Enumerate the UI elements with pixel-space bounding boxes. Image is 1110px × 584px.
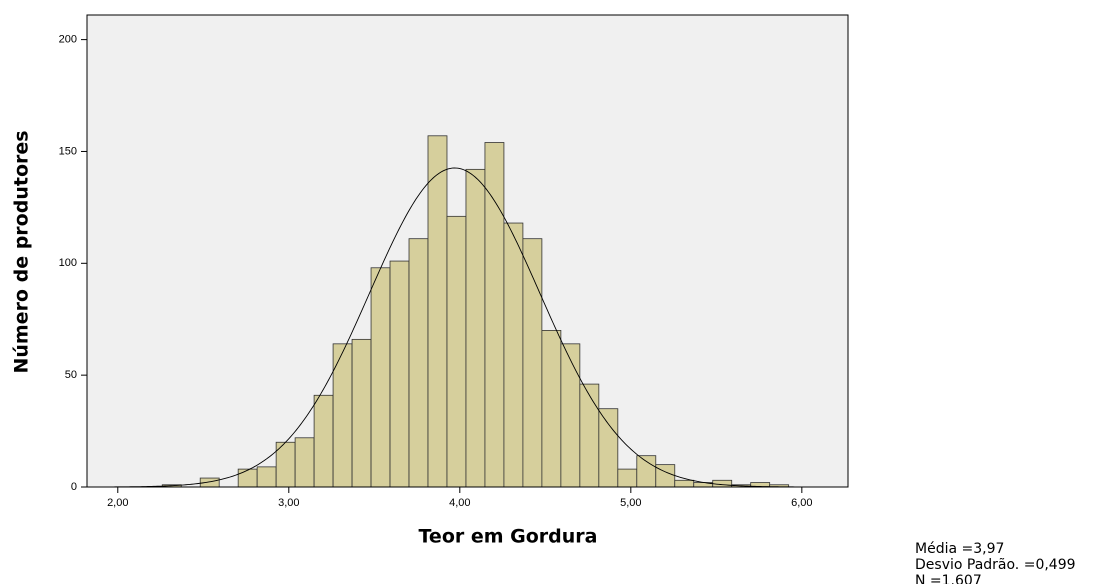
bar [370, 267, 391, 488]
plot-border [86, 14, 849, 488]
bar [617, 468, 638, 488]
stat-label: Média =3,97 [915, 541, 1004, 557]
bar [256, 466, 277, 488]
bar [446, 215, 467, 488]
bar [389, 260, 410, 488]
bar [579, 383, 600, 488]
x-tick-label: 2,00 [107, 497, 128, 509]
bar [541, 330, 562, 488]
x-tick-label: 6,00 [791, 497, 812, 509]
bar [636, 455, 657, 488]
stat-label: N =1.607 [915, 573, 982, 584]
bar [408, 238, 429, 488]
bar [598, 408, 619, 488]
y-tick-label: 50 [65, 369, 77, 381]
bar [237, 468, 258, 488]
x-tick-label: 5,00 [620, 497, 641, 509]
bar [674, 479, 695, 488]
x-tick-label: 3,00 [278, 497, 299, 509]
y-tick-label: 100 [59, 257, 77, 269]
y-tick-label: 200 [59, 34, 77, 46]
bar [427, 135, 448, 488]
x-axis-title: Teor em Gordura [419, 526, 598, 548]
bar [313, 394, 334, 488]
bar [294, 437, 315, 488]
bar [503, 222, 524, 488]
y-tick-label: 0 [71, 481, 77, 493]
stat-label: Desvio Padrão. =0,499 [915, 557, 1076, 573]
bar [484, 142, 505, 488]
normal-curve [87, 167, 848, 488]
bar [655, 464, 676, 488]
bar [465, 168, 486, 488]
y-tick-label: 150 [59, 145, 77, 157]
x-tick-label: 4,00 [449, 497, 470, 509]
bar [351, 338, 372, 488]
bar [560, 343, 581, 488]
y-axis-title: Número de produtores [11, 130, 33, 373]
